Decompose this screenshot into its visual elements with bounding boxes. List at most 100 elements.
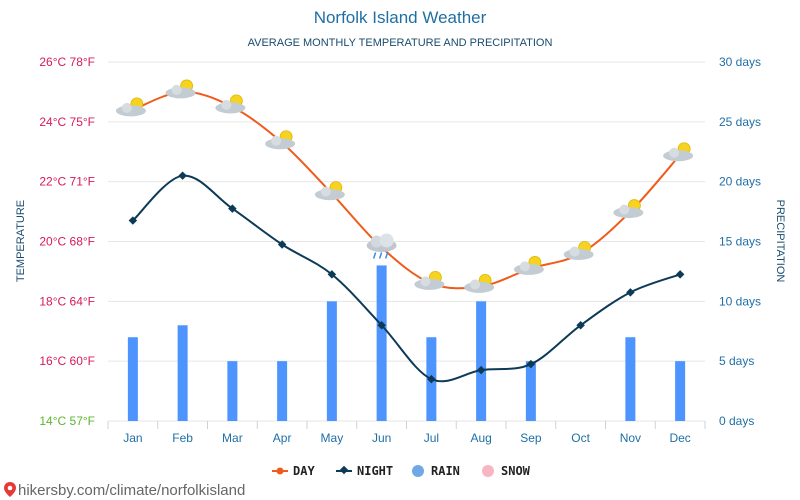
night-point [327,270,337,279]
legend-day-marker [276,467,284,475]
night-point [476,365,486,375]
sun-cloud-icon [414,270,445,290]
temperature-axis-title: TEMPERATURE [15,200,27,282]
month-label: Dec [669,431,690,445]
legend-night-marker [339,465,349,475]
temperature-tick-label: 20°C 68°F [39,235,95,249]
sun-cloud-icon [663,142,694,162]
sun-cloud-icon [215,94,246,114]
temperature-lines [128,90,685,384]
night-point [277,240,287,249]
legend-rain-marker [412,465,424,477]
sun-cloud-icon [265,130,296,150]
legend-rain[interactable]: RAIN [412,464,460,478]
cloud-shape [470,279,481,290]
sun-cloud-icon [464,273,495,293]
temperature-axis: 14°C 57°F 16°C 60°F 18°C 64°F 20°C 68°F 22°C… [39,55,95,428]
raindrop [372,252,377,259]
rain-bar [277,361,288,421]
month-label: Jul [424,431,439,445]
month-label: Nov [620,431,641,445]
rain-bar [476,301,487,421]
night-point [377,321,386,330]
sun-cloud-icon [613,199,644,219]
legend-snow[interactable]: SNOW [482,464,531,478]
rain-bar [127,337,138,421]
raindrop [378,252,383,259]
sun-cloud-icon [165,79,196,99]
cloud-shape [379,233,394,248]
sun-cloud-icon [314,181,345,201]
footer-link-text: hikersby.com/climate/norfolkisland [18,482,245,499]
legend-snow-label: SNOW [501,464,531,478]
weather-icons [115,79,694,293]
legend-day[interactable]: DAY [272,464,315,478]
month-label: Feb [172,431,193,445]
month-label: Oct [571,431,590,445]
precipitation-tick-label: 0 days [719,414,754,428]
cloud-shape [121,102,132,113]
night-point [128,216,138,225]
month-label: Jan [123,431,142,445]
legend-night-label: NIGHT [357,464,393,478]
legend-snow-marker [482,465,494,477]
temperature-tick-label: 16°C 60°F [39,354,95,368]
location-pin-icon [4,482,16,497]
temperature-tick-label: 26°C 78°F [39,55,95,69]
temperature-tick-label: 24°C 75°F [39,115,95,129]
night-point [526,359,536,369]
cloud-shape [171,84,182,95]
gridlines [108,61,705,422]
chart-subtitle: AVERAGE MONTHLY TEMPERATURE AND PRECIPIT… [248,37,553,49]
night-point [675,270,685,279]
cloud-shape [420,276,431,287]
rain-bar [227,361,238,421]
cloud-shape [271,135,282,146]
month-label: Apr [273,431,292,445]
precipitation-tick-label: 5 days [719,354,754,368]
month-label: Sep [520,431,542,445]
precipitation-tick-label: 25 days [719,115,761,129]
temperature-tick-label: 14°C 57°F [39,414,95,428]
legend: DAY NIGHT RAIN SNOW [272,464,531,478]
cloud-shape [619,204,630,215]
rain-bar [376,265,387,421]
footer-link[interactable]: hikersby.com/climate/norfolkisland [4,482,245,499]
month-label: Aug [470,431,491,445]
precipitation-tick-label: 15 days [719,235,761,249]
month-label: Jun [372,431,391,445]
night-point [626,288,635,297]
night-point [427,374,436,384]
legend-rain-label: RAIN [431,464,460,478]
legend-night[interactable]: NIGHT [336,464,393,478]
cloud-shape [669,147,680,158]
precipitation-axis-title: PRECIPITATION [774,200,786,283]
raindrop [384,252,389,259]
rain-bar [525,361,536,421]
rain-bar [625,337,636,421]
sun-cloud-icon [115,97,146,117]
rain-bars [127,265,686,421]
night-point [228,204,237,213]
cloud-shape [320,186,331,197]
precipitation-tick-label: 10 days [719,294,761,308]
night-point [178,171,187,180]
sun-cloud-icon [563,241,594,260]
cloud-shape [370,235,383,248]
month-label: Mar [222,431,243,445]
rain-bar [177,325,188,421]
temperature-tick-label: 18°C 64°F [39,294,95,308]
cloud-shape [519,261,530,272]
precipitation-axis: 0 days 5 days 10 days 15 days 20 days 25 days… [719,55,761,428]
rain-bar [675,361,686,421]
temperature-tick-label: 22°C 71°F [39,175,95,189]
rain-bar [326,301,337,421]
month-label: May [321,431,344,445]
cloud-shape [221,99,232,110]
month-axis: Jan Feb Mar Apr May Jun Jul Aug Sep Oct Nov Dec [107,421,706,445]
legend-day-label: DAY [293,464,315,478]
precipitation-tick-label: 20 days [719,175,761,189]
night-line [132,174,681,383]
night-point [576,321,585,330]
